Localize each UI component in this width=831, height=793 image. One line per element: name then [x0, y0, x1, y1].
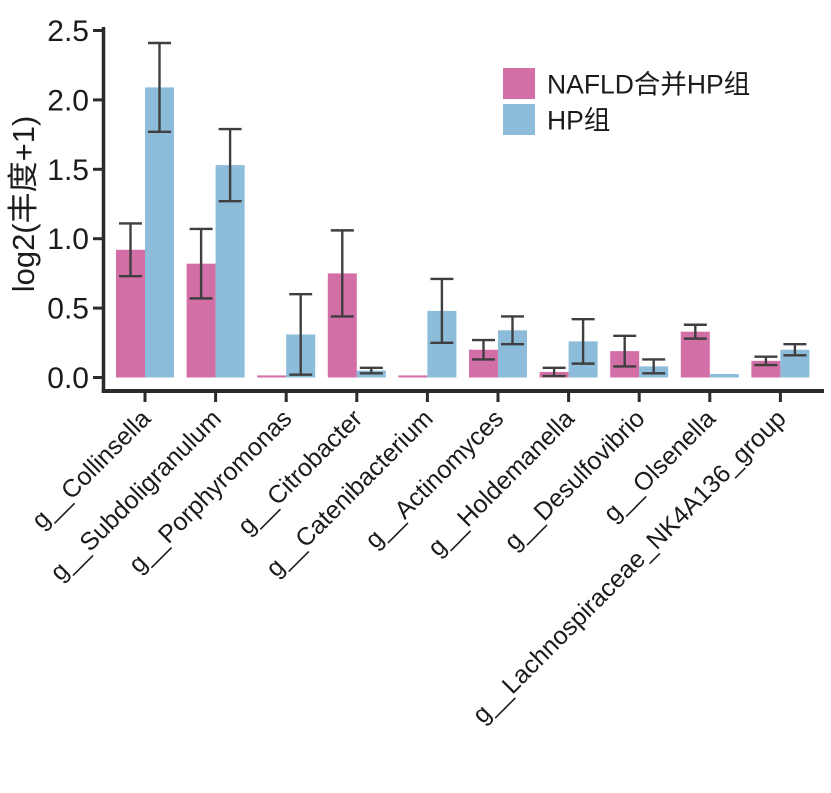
- y-tick-label: 1.0: [47, 223, 89, 256]
- legend-label-series2: HP组: [547, 106, 610, 136]
- y-tick-label: 0.5: [47, 293, 89, 326]
- y-tick-label: 1.5: [47, 154, 89, 187]
- bar-series1: [257, 375, 287, 378]
- bar-series2: [145, 87, 174, 378]
- y-tick-label: 2.5: [47, 15, 89, 48]
- y-axis-title: log2(丰度+1): [6, 116, 41, 293]
- bar-series1: [398, 375, 428, 378]
- legend-swatch-series2: [503, 104, 535, 135]
- x-tick-label: g__Collinsella: [26, 404, 156, 534]
- bar-series2: [709, 374, 739, 378]
- legend-label-series1: NAFLD合并HP组: [547, 70, 750, 100]
- legend-swatch-series1: [503, 68, 535, 99]
- y-tick-label: 2.0: [47, 84, 89, 117]
- x-tick-label: g__Citrobacter: [232, 404, 368, 540]
- y-tick-label: 0.0: [47, 362, 89, 395]
